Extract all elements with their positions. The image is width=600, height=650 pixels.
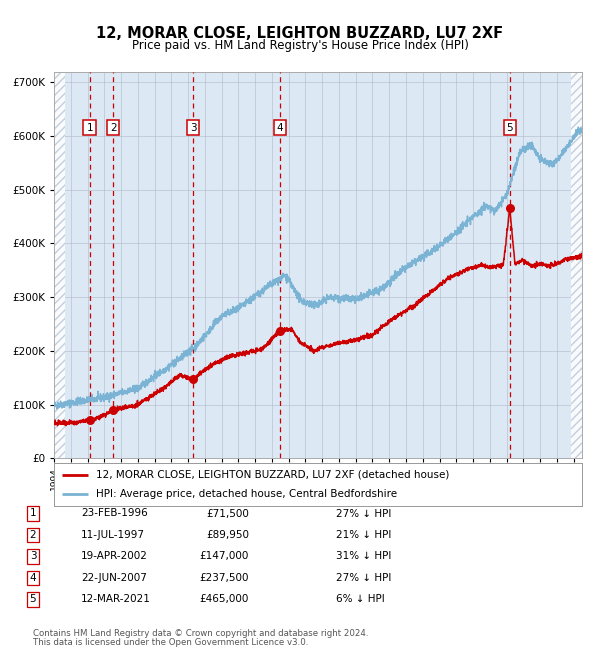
Text: 12, MORAR CLOSE, LEIGHTON BUZZARD, LU7 2XF: 12, MORAR CLOSE, LEIGHTON BUZZARD, LU7 2… (97, 26, 503, 41)
Text: 6% ↓ HPI: 6% ↓ HPI (336, 594, 385, 604)
Text: 11-JUL-1997: 11-JUL-1997 (81, 530, 145, 540)
Text: £71,500: £71,500 (206, 508, 249, 519)
Text: 12-MAR-2021: 12-MAR-2021 (81, 594, 151, 604)
Text: 27% ↓ HPI: 27% ↓ HPI (336, 573, 391, 583)
Text: £237,500: £237,500 (199, 573, 249, 583)
Text: HPI: Average price, detached house, Central Bedfordshire: HPI: Average price, detached house, Cent… (96, 489, 397, 499)
Text: 21% ↓ HPI: 21% ↓ HPI (336, 530, 391, 540)
Text: 5: 5 (506, 123, 513, 133)
Text: 3: 3 (29, 551, 37, 562)
Text: 2: 2 (29, 530, 37, 540)
Text: Price paid vs. HM Land Registry's House Price Index (HPI): Price paid vs. HM Land Registry's House … (131, 39, 469, 52)
Text: 2: 2 (110, 123, 116, 133)
Text: This data is licensed under the Open Government Licence v3.0.: This data is licensed under the Open Gov… (33, 638, 308, 647)
Text: 19-APR-2002: 19-APR-2002 (81, 551, 148, 562)
Text: 27% ↓ HPI: 27% ↓ HPI (336, 508, 391, 519)
Text: 5: 5 (29, 594, 37, 604)
Text: 1: 1 (86, 123, 93, 133)
Text: 4: 4 (29, 573, 37, 583)
Text: 3: 3 (190, 123, 196, 133)
Text: 4: 4 (277, 123, 283, 133)
Text: 31% ↓ HPI: 31% ↓ HPI (336, 551, 391, 562)
Text: Contains HM Land Registry data © Crown copyright and database right 2024.: Contains HM Land Registry data © Crown c… (33, 629, 368, 638)
Text: £89,950: £89,950 (206, 530, 249, 540)
Text: £465,000: £465,000 (200, 594, 249, 604)
Text: 1: 1 (29, 508, 37, 519)
Text: 12, MORAR CLOSE, LEIGHTON BUZZARD, LU7 2XF (detached house): 12, MORAR CLOSE, LEIGHTON BUZZARD, LU7 2… (96, 470, 449, 480)
Text: 23-FEB-1996: 23-FEB-1996 (81, 508, 148, 519)
Text: £147,000: £147,000 (200, 551, 249, 562)
Text: 22-JUN-2007: 22-JUN-2007 (81, 573, 147, 583)
